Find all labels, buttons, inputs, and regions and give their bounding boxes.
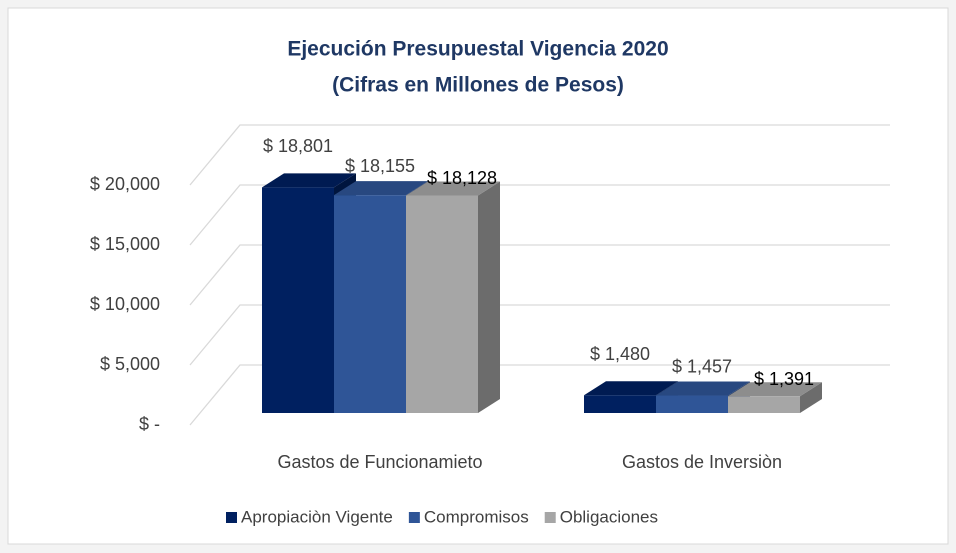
value-label: $ 1,391: [754, 369, 814, 389]
y-tick-label: $ -: [139, 414, 160, 434]
bar-face: [800, 382, 822, 413]
bar-face: [728, 382, 822, 397]
value-label: $ 1,480: [590, 344, 650, 364]
grid-line: [189, 124, 890, 186]
grid-line: [189, 244, 890, 306]
bar: [406, 181, 500, 413]
bar-face: [656, 381, 750, 396]
value-label: $ 18,155: [345, 156, 415, 176]
legend-label: Compromisos: [424, 507, 529, 526]
bar-face: [262, 187, 334, 413]
grid-line: [189, 184, 890, 246]
grid-line: [189, 364, 890, 426]
y-tick-label: $ 15,000: [90, 234, 160, 254]
x-tick-label: Gastos de Funcionamieto: [277, 452, 482, 472]
legend-swatch: [226, 512, 237, 523]
bar-face: [584, 395, 656, 413]
grid-line: [189, 304, 890, 366]
value-label: $ 1,457: [672, 356, 732, 376]
legend-swatch: [544, 512, 556, 523]
bar-face: [334, 181, 428, 196]
bar-face: [478, 181, 500, 413]
legend-label: Apropiaciòn Vigente: [241, 507, 393, 526]
legend-swatch: [408, 512, 420, 523]
bar-face: [334, 195, 406, 413]
legend-label: Obligaciones: [560, 507, 658, 526]
bar-face: [406, 181, 500, 196]
bar-face: [728, 396, 800, 413]
y-tick-label: $ 10,000: [90, 294, 160, 314]
y-tick-label: $ 20,000: [90, 174, 160, 194]
y-tick-label: $ 5,000: [100, 354, 160, 374]
bar-face: [656, 395, 728, 413]
value-label: $ 18,128: [427, 168, 497, 188]
bar-face: [262, 173, 356, 188]
value-label: $ 18,801: [263, 136, 333, 156]
chart-title: Ejecución Presupuestal Vigencia 2020: [287, 38, 668, 61]
bar-face: [406, 195, 478, 413]
chart-subtitle: (Cifras en Millones de Pesos): [332, 74, 624, 97]
x-tick-label: Gastos de Inversiòn: [622, 452, 782, 472]
bar-face: [584, 381, 678, 396]
bar: [728, 382, 822, 413]
